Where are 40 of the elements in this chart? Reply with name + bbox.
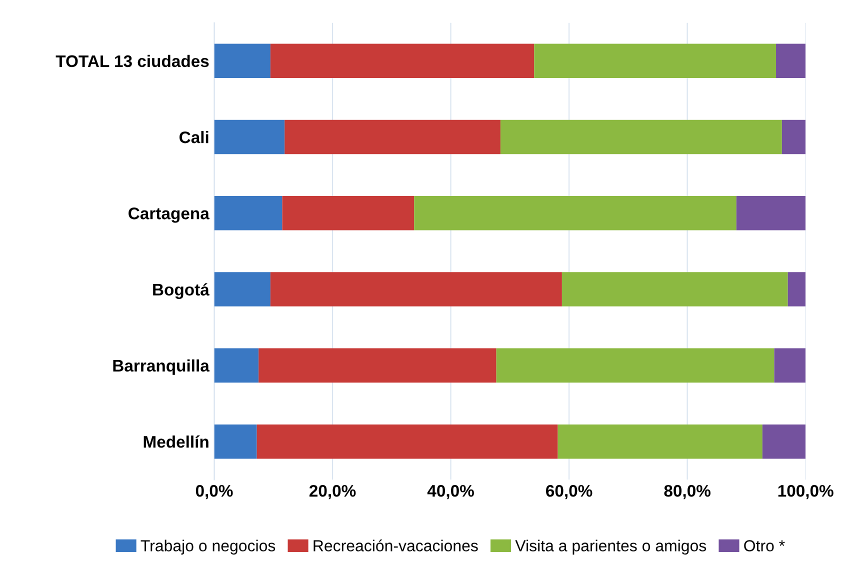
x-tick-label: 40,0% [427,484,474,500]
bar [788,272,806,306]
bar [214,44,270,78]
bar [414,196,736,230]
bar [782,120,806,154]
bar [214,120,285,154]
y-tick-label: Bogotá [153,283,210,299]
bar [270,44,534,78]
y-tick-label: Medellín [144,435,208,448]
x-tick-label: 0,0% [196,484,233,500]
x-tick-label: 100,0% [778,484,834,500]
x-tick-label: 20,0% [309,484,356,500]
x-tick-label: 60,0% [546,484,592,500]
y-tick-label: Barranquilla [113,359,210,375]
legend-label: Visita a parientes o amigos [515,540,706,555]
bar [258,348,496,383]
y-tick-label: TOTAL 13 ciudades [56,54,209,68]
bar [774,348,806,383]
legend-label: Recreación-vacaciones [314,540,478,552]
bar [534,44,776,78]
legend-label: Otro * [744,540,785,552]
bar [736,196,806,230]
bar [214,424,257,459]
legend-label: Trabajo o negocios [140,540,276,555]
bar [558,424,762,459]
x-tick-label: 80,0% [664,484,711,500]
bar [270,272,562,306]
bar [762,424,806,459]
bar [214,348,259,383]
bar [284,120,500,154]
bar [496,348,774,383]
bar [214,272,270,306]
y-tick-label: Cali [180,131,208,144]
y-tick-label: Cartagena [128,208,210,223]
bar [214,196,282,230]
bar [256,424,558,459]
bar [500,120,782,154]
bar [562,272,788,306]
bar [776,44,806,78]
bar [282,196,414,230]
